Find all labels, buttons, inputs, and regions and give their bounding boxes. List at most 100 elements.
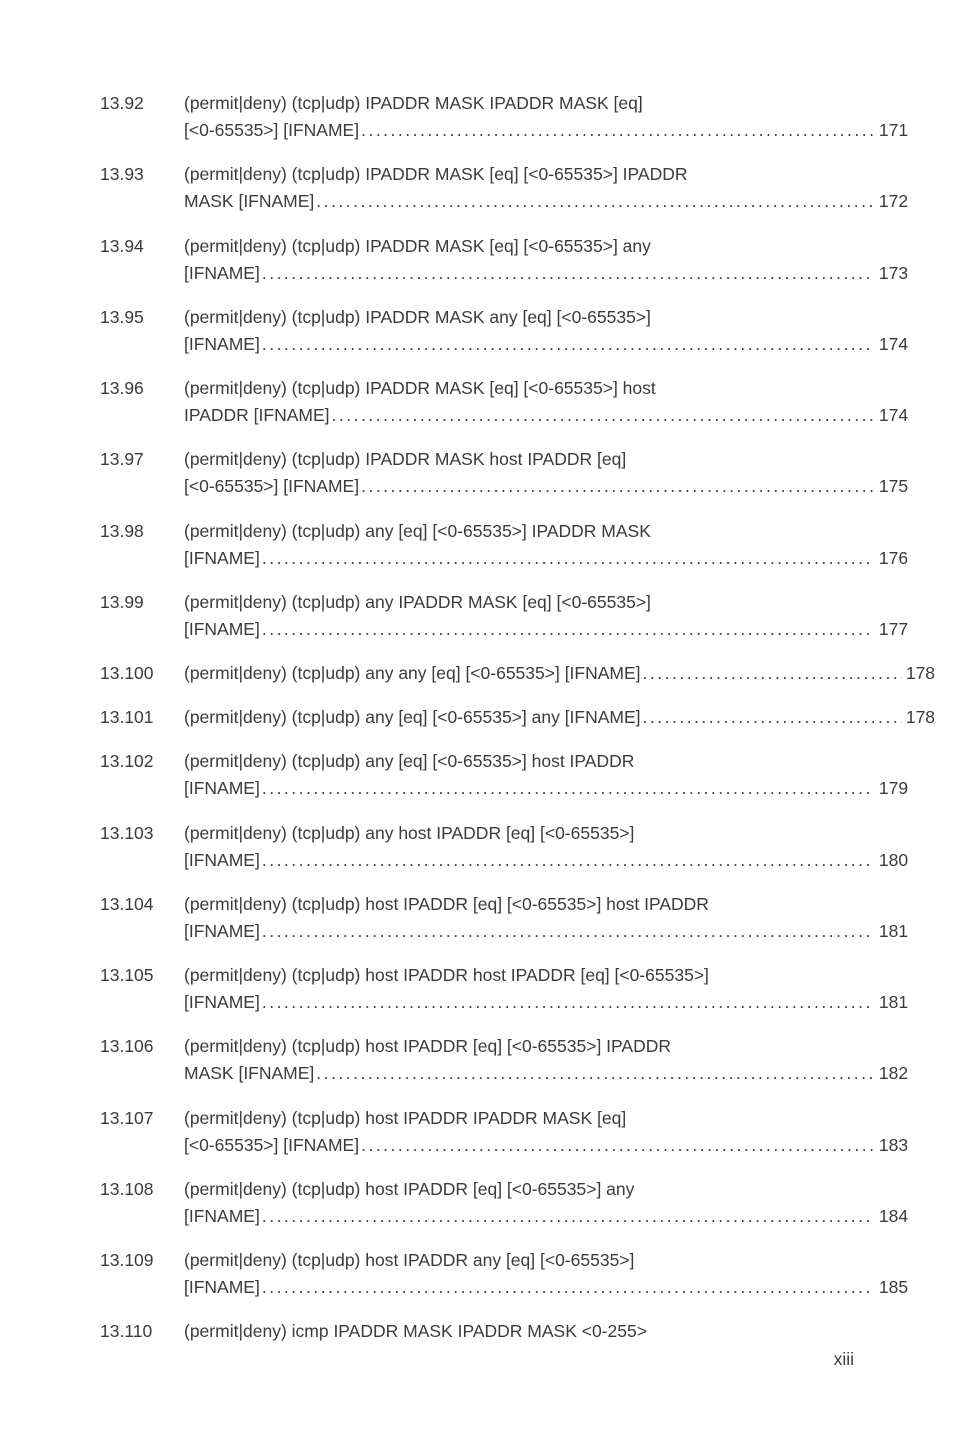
toc-title-cont: [<0-65535>] [IFNAME] xyxy=(184,117,359,144)
toc-page-number: 172 xyxy=(875,188,908,215)
toc-section-number: 13.109 xyxy=(100,1247,184,1274)
toc-entry: 13.106(permit|deny) (tcp|udp) host IPADD… xyxy=(100,1033,854,1087)
toc-entry: 13.107(permit|deny) (tcp|udp) host IPADD… xyxy=(100,1105,854,1159)
toc-title: (permit|deny) (tcp|udp) IPADDR MASK host… xyxy=(184,446,626,473)
toc-entry-body: (permit|deny) icmp IPADDR MASK IPADDR MA… xyxy=(184,1318,854,1345)
toc-section-number: 13.110 xyxy=(100,1318,184,1345)
toc-title-cont: [IFNAME] xyxy=(184,616,260,643)
toc-page-number: 185 xyxy=(875,1274,908,1301)
toc-section-number: 13.92 xyxy=(100,90,184,117)
toc-section-number: 13.94 xyxy=(100,233,184,260)
toc-title: (permit|deny) (tcp|udp) any host IPADDR … xyxy=(184,820,634,847)
toc-page-number: 174 xyxy=(875,402,908,429)
toc-title: (permit|deny) (tcp|udp) host IPADDR host… xyxy=(184,962,709,989)
toc-title: (permit|deny) (tcp|udp) any [eq] [<0-655… xyxy=(184,704,641,731)
toc-leader-dots: ........................................… xyxy=(314,1060,875,1087)
toc-entry-body: (permit|deny) (tcp|udp) any any [eq] [<0… xyxy=(184,660,935,687)
toc-entry-body: (permit|deny) (tcp|udp) IPADDR MASK [eq]… xyxy=(184,233,908,287)
toc-entry: 13.105(permit|deny) (tcp|udp) host IPADD… xyxy=(100,962,854,1016)
toc-title-cont: [<0-65535>] [IFNAME] xyxy=(184,1132,359,1159)
toc-title-cont: IPADDR [IFNAME] xyxy=(184,402,330,429)
toc-page-number: 179 xyxy=(875,775,908,802)
toc-entry-body: (permit|deny) (tcp|udp) any host IPADDR … xyxy=(184,820,908,874)
toc-section-number: 13.104 xyxy=(100,891,184,918)
toc-entry: 13.93(permit|deny) (tcp|udp) IPADDR MASK… xyxy=(100,161,854,215)
toc-title-cont: [IFNAME] xyxy=(184,331,260,358)
toc-title-cont: [IFNAME] xyxy=(184,989,260,1016)
toc-entry: 13.94(permit|deny) (tcp|udp) IPADDR MASK… xyxy=(100,233,854,287)
toc-leader-dots: ........................................… xyxy=(314,188,875,215)
toc-title: (permit|deny) (tcp|udp) IPADDR MASK [eq]… xyxy=(184,233,651,260)
toc-page-number: 171 xyxy=(875,117,908,144)
toc-leader-dots: ........................................… xyxy=(260,989,875,1016)
toc-title: (permit|deny) (tcp|udp) host IPADDR any … xyxy=(184,1247,634,1274)
toc-title: (permit|deny) (tcp|udp) any [eq] [<0-655… xyxy=(184,518,651,545)
toc-entry-body: (permit|deny) (tcp|udp) IPADDR MASK IPAD… xyxy=(184,90,908,144)
toc-leader-dots: ........................................… xyxy=(260,260,875,287)
toc-entry-body: (permit|deny) (tcp|udp) any [eq] [<0-655… xyxy=(184,748,908,802)
toc-entry-body: (permit|deny) (tcp|udp) any [eq] [<0-655… xyxy=(184,518,908,572)
toc-entry-body: (permit|deny) (tcp|udp) host IPADDR [eq]… xyxy=(184,1033,908,1087)
toc-entry: 13.102(permit|deny) (tcp|udp) any [eq] [… xyxy=(100,748,854,802)
toc-entry-body: (permit|deny) (tcp|udp) any [eq] [<0-655… xyxy=(184,704,935,731)
toc-leader-dots: ........................................… xyxy=(641,704,902,731)
toc-page-number: 181 xyxy=(875,918,908,945)
toc-entry-body: (permit|deny) (tcp|udp) host IPADDR host… xyxy=(184,962,908,1016)
toc-page-number: 174 xyxy=(875,331,908,358)
table-of-contents: 13.92(permit|deny) (tcp|udp) IPADDR MASK… xyxy=(100,90,854,1345)
toc-leader-dots: ........................................… xyxy=(359,1132,875,1159)
toc-section-number: 13.100 xyxy=(100,660,184,687)
toc-entry: 13.100(permit|deny) (tcp|udp) any any [e… xyxy=(100,660,854,687)
toc-title-cont: [IFNAME] xyxy=(184,918,260,945)
toc-entry: 13.99(permit|deny) (tcp|udp) any IPADDR … xyxy=(100,589,854,643)
toc-title: (permit|deny) icmp IPADDR MASK IPADDR MA… xyxy=(184,1318,647,1345)
toc-title: (permit|deny) (tcp|udp) any IPADDR MASK … xyxy=(184,589,651,616)
toc-section-number: 13.102 xyxy=(100,748,184,775)
toc-page-number: 180 xyxy=(875,847,908,874)
toc-title: (permit|deny) (tcp|udp) any [eq] [<0-655… xyxy=(184,748,634,775)
toc-entry: 13.110(permit|deny) icmp IPADDR MASK IPA… xyxy=(100,1318,854,1345)
toc-leader-dots: ........................................… xyxy=(260,331,875,358)
toc-entry: 13.108(permit|deny) (tcp|udp) host IPADD… xyxy=(100,1176,854,1230)
toc-entry: 13.109(permit|deny) (tcp|udp) host IPADD… xyxy=(100,1247,854,1301)
toc-entry: 13.92(permit|deny) (tcp|udp) IPADDR MASK… xyxy=(100,90,854,144)
toc-title: (permit|deny) (tcp|udp) IPADDR MASK [eq]… xyxy=(184,161,688,188)
toc-title: (permit|deny) (tcp|udp) any any [eq] [<0… xyxy=(184,660,641,687)
toc-page-number: 178 xyxy=(902,660,935,687)
toc-entry: 13.103(permit|deny) (tcp|udp) any host I… xyxy=(100,820,854,874)
toc-entry: 13.95(permit|deny) (tcp|udp) IPADDR MASK… xyxy=(100,304,854,358)
toc-entry: 13.98(permit|deny) (tcp|udp) any [eq] [<… xyxy=(100,518,854,572)
toc-entry: 13.101(permit|deny) (tcp|udp) any [eq] [… xyxy=(100,704,854,731)
toc-entry-body: (permit|deny) (tcp|udp) host IPADDR [eq]… xyxy=(184,1176,908,1230)
toc-leader-dots: ........................................… xyxy=(641,660,902,687)
toc-section-number: 13.93 xyxy=(100,161,184,188)
toc-title: (permit|deny) (tcp|udp) IPADDR MASK IPAD… xyxy=(184,90,643,117)
toc-entry: 13.97(permit|deny) (tcp|udp) IPADDR MASK… xyxy=(100,446,854,500)
toc-title: (permit|deny) (tcp|udp) IPADDR MASK any … xyxy=(184,304,651,331)
toc-leader-dots: ........................................… xyxy=(260,1274,875,1301)
toc-section-number: 13.103 xyxy=(100,820,184,847)
toc-title-cont: MASK [IFNAME] xyxy=(184,188,314,215)
toc-title: (permit|deny) (tcp|udp) host IPADDR [eq]… xyxy=(184,1176,634,1203)
toc-entry-body: (permit|deny) (tcp|udp) IPADDR MASK [eq]… xyxy=(184,375,908,429)
toc-leader-dots: ........................................… xyxy=(330,402,875,429)
toc-leader-dots: ........................................… xyxy=(260,847,875,874)
toc-section-number: 13.105 xyxy=(100,962,184,989)
toc-entry-body: (permit|deny) (tcp|udp) any IPADDR MASK … xyxy=(184,589,908,643)
toc-leader-dots: ........................................… xyxy=(260,1203,875,1230)
toc-page-number: 177 xyxy=(875,616,908,643)
toc-title-cont: [<0-65535>] [IFNAME] xyxy=(184,473,359,500)
toc-page-number: 178 xyxy=(902,704,935,731)
toc-page-number: 183 xyxy=(875,1132,908,1159)
toc-leader-dots: ........................................… xyxy=(359,473,875,500)
toc-section-number: 13.101 xyxy=(100,704,184,731)
toc-leader-dots: ........................................… xyxy=(260,775,875,802)
toc-page-number: 175 xyxy=(875,473,908,500)
toc-entry: 13.104(permit|deny) (tcp|udp) host IPADD… xyxy=(100,891,854,945)
toc-title-cont: MASK [IFNAME] xyxy=(184,1060,314,1087)
toc-page-number: 173 xyxy=(875,260,908,287)
toc-title-cont: [IFNAME] xyxy=(184,1203,260,1230)
toc-page-number: 176 xyxy=(875,545,908,572)
toc-page-number: 181 xyxy=(875,989,908,1016)
toc-title-cont: [IFNAME] xyxy=(184,260,260,287)
